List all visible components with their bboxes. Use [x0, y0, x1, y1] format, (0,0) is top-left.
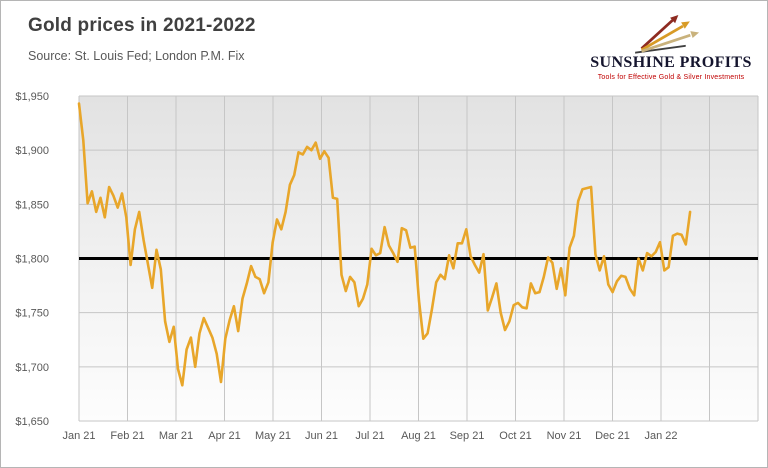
gold-price-line: [77, 102, 692, 387]
logo-tagline: Tools for Effective Gold & Silver Invest…: [597, 73, 745, 81]
x-tick-label: Apr 21: [208, 430, 240, 442]
x-tick-label: Jan 22: [644, 430, 677, 442]
y-tick-label: $1,650: [15, 416, 49, 428]
x-tick-label: Jan 21: [62, 430, 95, 442]
y-tick-label: $1,950: [15, 91, 49, 103]
x-tick-label: Jun 21: [305, 430, 338, 442]
logo-name: SUNSHINE PROFITS: [590, 54, 752, 71]
x-tick-label: Oct 21: [499, 430, 531, 442]
sunshine-profits-logo: SUNSHINE PROFITS Tools for Effective Gol…: [585, 9, 757, 81]
chart-title: Gold prices in 2021-2022: [28, 15, 256, 36]
y-tick-label: $1,800: [15, 254, 49, 266]
chart-source: Source: St. Louis Fed; London P.M. Fix: [28, 49, 245, 63]
y-tick-label: $1,700: [15, 362, 49, 374]
x-tick-label: Dec 21: [595, 430, 630, 442]
x-tick-label: Aug 21: [401, 430, 436, 442]
y-tick-label: $1,900: [15, 145, 49, 157]
x-tick-label: Sep 21: [450, 430, 485, 442]
logo-arrows-icon: [635, 14, 700, 54]
x-tick-label: Mar 21: [159, 430, 193, 442]
y-tick-label: $1,750: [15, 308, 49, 320]
x-tick-label: Feb 21: [110, 430, 144, 442]
y-tick-label: $1,850: [15, 199, 49, 211]
x-tick-label: Nov 21: [547, 430, 582, 442]
x-tick-label: May 21: [255, 430, 291, 442]
x-tick-label: Jul 21: [355, 430, 384, 442]
